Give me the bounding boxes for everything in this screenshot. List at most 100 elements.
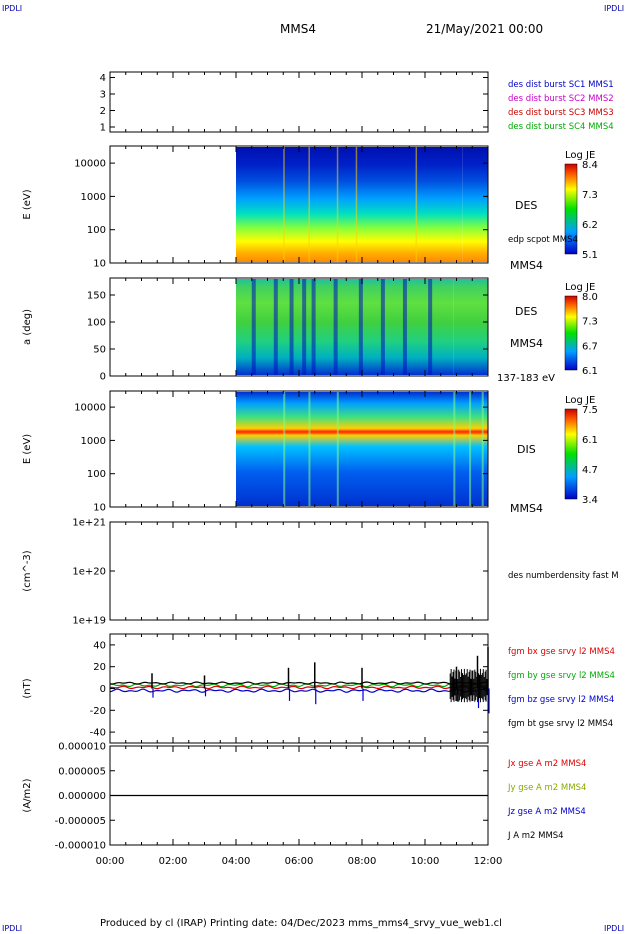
x-tick-label: 06:00 xyxy=(285,856,314,867)
spacecraft-title: MMS4 xyxy=(280,22,316,36)
y-axis-label: E (eV) xyxy=(22,189,33,219)
instrument-label: DES xyxy=(515,305,537,318)
y-tick-label: 1e+19 xyxy=(72,616,106,627)
footer-text: Produced by cl (IRAP) Printing date: 04/… xyxy=(100,918,502,929)
dis-streak xyxy=(336,392,339,506)
des-streak xyxy=(415,147,418,262)
pad-dropout xyxy=(251,279,256,375)
y-tick-label: -0.000005 xyxy=(55,816,106,827)
y-tick-label: 40 xyxy=(93,640,106,651)
x-tick-label: 10:00 xyxy=(411,856,440,867)
legend-entry: des dist burst SC3 MMS3 xyxy=(508,108,614,118)
corner-label-br: IPDLI xyxy=(604,924,625,933)
des-streak xyxy=(283,147,285,262)
legend-entry: des dist burst SC2 MMS2 xyxy=(508,94,614,104)
pad-dropout xyxy=(311,279,316,375)
legend-entry: fgm bz gse srvy l2 MMS4 xyxy=(508,695,614,705)
colorbar-title: Log JE xyxy=(565,150,595,161)
y-axis-label: a (deg) xyxy=(22,309,33,345)
spacecraft-label: MMS4 xyxy=(510,259,543,272)
legend-entry: J A m2 MMS4 xyxy=(507,831,564,841)
legend-entry: Jz gse A m2 MMS4 xyxy=(507,807,586,817)
energy-band-label: 137-183 eV xyxy=(497,373,555,384)
bx-trace xyxy=(109,685,489,690)
y-tick-label: 3 xyxy=(100,90,106,101)
y-axis-label: (nT) xyxy=(22,678,33,698)
by-trace xyxy=(109,682,489,688)
legend-entry: Jx gse A m2 MMS4 xyxy=(507,759,586,769)
y-tick-label: 20 xyxy=(93,662,106,673)
spacecraft-label: MMS4 xyxy=(510,502,543,515)
des-streak xyxy=(355,147,358,262)
dis-streak xyxy=(481,392,484,506)
colorbar-tick-label: 7.3 xyxy=(582,317,598,328)
colorbar-title: Log JE xyxy=(565,282,595,293)
colorbar-title: Log JE xyxy=(565,395,595,406)
pad-dropout xyxy=(302,279,307,375)
colorbar-tick-label: 8.4 xyxy=(582,160,598,171)
pad-dropout xyxy=(402,279,407,375)
y-tick-label: 0.000010 xyxy=(58,742,106,753)
bz-trace xyxy=(109,688,489,693)
legend-entry: des dist burst SC1 MMS1 xyxy=(508,80,614,90)
x-tick-label: 00:00 xyxy=(96,856,125,867)
instrument-label: DIS xyxy=(517,443,536,456)
dis-streak xyxy=(469,392,472,506)
dis-streak xyxy=(308,392,311,506)
colorbar-tick-label: 7.5 xyxy=(582,405,598,416)
x-tick-label: 12:00 xyxy=(474,856,503,867)
dis-streak xyxy=(453,392,456,506)
y-tick-label: 10 xyxy=(93,259,106,270)
pad-dropout xyxy=(289,279,294,375)
colorbar-tick-label: 7.3 xyxy=(582,190,598,201)
y-axis-label: (cm^-3) xyxy=(22,550,33,591)
y-tick-label: -0.000010 xyxy=(55,841,106,852)
pad-dropout xyxy=(380,279,385,375)
y-tick-label: 10000 xyxy=(74,403,106,414)
y-tick-label: 100 xyxy=(87,225,106,236)
pad-dropout xyxy=(333,279,338,375)
legend-entry: fgm bt gse srvy l2 MMS4 xyxy=(508,719,613,729)
y-tick-label: -20 xyxy=(90,706,106,717)
colorbar-tick-label: 3.4 xyxy=(582,495,598,506)
spacecraft-label: MMS4 xyxy=(510,337,543,350)
corner-label-bl: IPDLI xyxy=(2,924,23,933)
colorbar xyxy=(564,295,578,371)
y-tick-label: 1e+20 xyxy=(72,567,106,578)
y-tick-label: 150 xyxy=(87,291,106,302)
dis-spectrogram-fill xyxy=(236,392,488,506)
bt-trace xyxy=(109,681,489,685)
y-tick-label: 2 xyxy=(100,106,106,117)
y-tick-label: 50 xyxy=(93,345,106,356)
legend-entry: fgm bx gse srvy l2 MMS4 xyxy=(508,647,615,657)
pad-fill-late xyxy=(453,279,488,375)
y-axis-label: (A/m2) xyxy=(22,778,33,812)
panel-burst-frame xyxy=(109,71,489,133)
pad-dropout xyxy=(273,279,278,375)
legend-entry: des numberdensity fast M xyxy=(508,571,619,581)
dis-streak xyxy=(283,392,286,506)
colorbar xyxy=(564,163,578,255)
y-tick-label: -40 xyxy=(90,728,106,739)
des-streak xyxy=(308,147,310,262)
colorbar-tick-label: 5.1 xyxy=(582,250,598,261)
pad-dropout xyxy=(428,279,433,375)
y-tick-label: 0 xyxy=(100,372,106,383)
y-tick-label: 100 xyxy=(87,469,106,480)
x-tick-label: 08:00 xyxy=(348,856,377,867)
colorbar-tick-label: 6.7 xyxy=(582,341,598,352)
x-tick-label: 04:00 xyxy=(222,856,251,867)
y-tick-label: 0 xyxy=(100,684,106,695)
y-axis-label: E (eV) xyxy=(22,434,33,464)
des-streak xyxy=(336,147,339,262)
y-tick-label: 1000 xyxy=(81,436,106,447)
x-tick-label: 02:00 xyxy=(159,856,188,867)
colorbar-tick-label: 6.1 xyxy=(582,366,598,377)
y-tick-label: 10 xyxy=(93,503,106,514)
y-tick-label: 10000 xyxy=(74,159,106,170)
des-spectrogram-fill-late xyxy=(462,147,488,262)
corner-label-tr: IPDLI xyxy=(604,4,625,13)
overlay-label: edp scpot MMS4 xyxy=(508,235,578,245)
y-tick-label: 4 xyxy=(100,73,106,84)
